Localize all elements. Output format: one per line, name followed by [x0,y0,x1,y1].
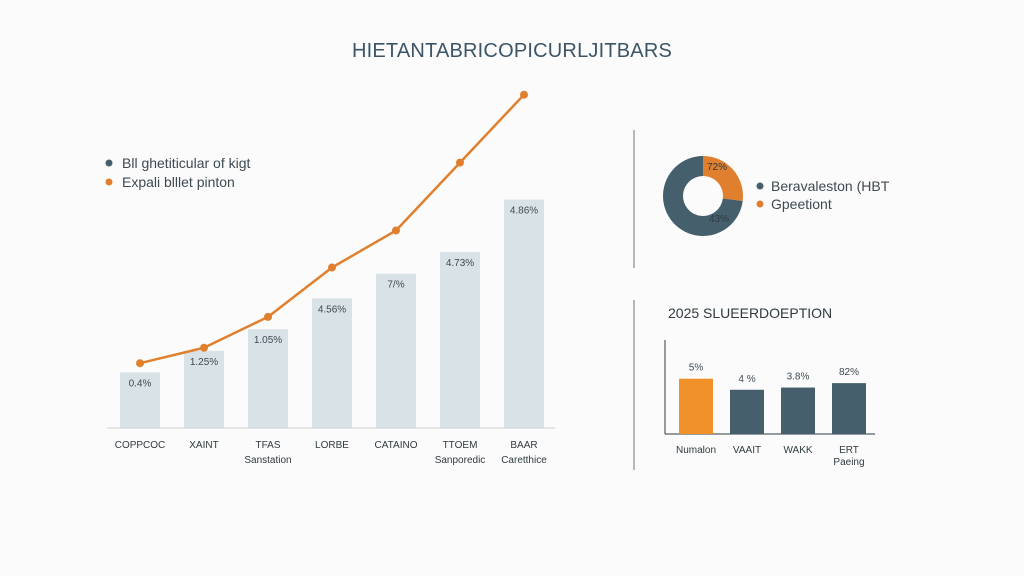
main-x-tick-label: TTOEM [443,440,478,451]
main-x-tick-label: TFAS [255,440,280,451]
main-bar [440,252,480,428]
small-x-tick-label: VAAIT [733,445,761,456]
legend-bar-label: Bll ghetiticular of kigt [122,155,251,171]
donut-slice [703,156,743,202]
donut-slice-label: 72% [707,162,727,173]
main-x-tick-sublabel: Sanstation [244,455,291,466]
main-bar [504,199,544,428]
main-bar-value-label: 0.4% [129,378,152,389]
small-x-tick-label: Numalon [676,445,716,456]
main-bar-value-label: 4.73% [446,258,474,269]
main-line-series [136,90,528,368]
main-x-tick-label: CATAINO [375,440,418,451]
main-line-point [328,263,336,272]
small-bar [730,389,764,434]
main-x-tick-label: XAINT [189,440,218,451]
main-bar-value-label: 1.25% [190,357,218,368]
small-bar-value-label: 5% [689,363,704,374]
main-x-tick-label: BAAR [510,440,537,451]
small-x-tick-label: ERT [839,445,859,456]
donut-legend-marker-1 [756,182,764,190]
main-x-tick-label: LORBE [315,440,349,451]
main-line-point [136,359,144,368]
main-line-point [392,226,400,235]
main-line-point [264,312,272,321]
main-x-tick-labels: COPPCOC XAINT TFAS Sanstation LORBE CATAINO TT… [115,440,548,466]
main-bar [120,372,160,428]
main-bar [376,273,416,428]
legend-line-label: Expali blllet pinton [122,174,235,190]
small-x-tick-sublabel: Paeing [833,457,864,468]
main-line-point [200,343,208,352]
donut-legend: Beravaleston (HBT Gpeetiont [756,178,890,212]
small-bar-value-label: 82% [839,367,859,378]
donut-legend-marker-2 [756,200,764,208]
legend-line-marker [105,178,113,186]
main-x-tick-sublabel: Sanporedic [435,455,486,466]
main-bar [184,350,224,428]
small-bar-value-label: 3.8% [787,372,810,383]
main-bar-value-label: 4.86% [510,206,538,217]
main-line-point [520,90,528,99]
main-bar-value-label: 1.05% [254,335,282,346]
main-line-point [456,158,464,167]
small-chart-title: 2025 SLUEERDOEPTION [668,305,832,321]
main-legend: Bll ghetiticular of kigt Expali blllet p… [105,155,251,190]
chart-title: HIETANTABRICOPICURLJITBARS [352,40,672,62]
small-bar [832,383,866,434]
main-bar [248,329,288,428]
donut-chart: 23P72%43% [662,156,743,236]
small-bar [781,387,815,434]
main-bar [312,298,352,428]
small-bars: 5% 4 % 3.8% 82% [679,363,866,434]
legend-bar-marker [105,159,113,167]
main-x-tick-label: COPPCOC [115,440,166,451]
small-bar [679,378,713,434]
main-bars: 0.4% 1.25% 1.05% 4.56% 7/% 4.73% 4.86% [120,199,544,428]
small-x-tick-label: WAKK [783,445,812,456]
donut-slice [662,156,743,236]
main-bar-value-label: 4.56% [318,304,346,315]
donut-legend-label-2: Gpeetiont [771,196,832,212]
small-bar-value-label: 4 % [738,374,755,385]
main-bar-value-label: 7/% [387,280,404,291]
main-x-tick-sublabel: Caretthice [501,455,547,466]
donut-inner-label: 43% [709,214,729,225]
donut-legend-label-1: Beravaleston (HBT [771,178,890,194]
